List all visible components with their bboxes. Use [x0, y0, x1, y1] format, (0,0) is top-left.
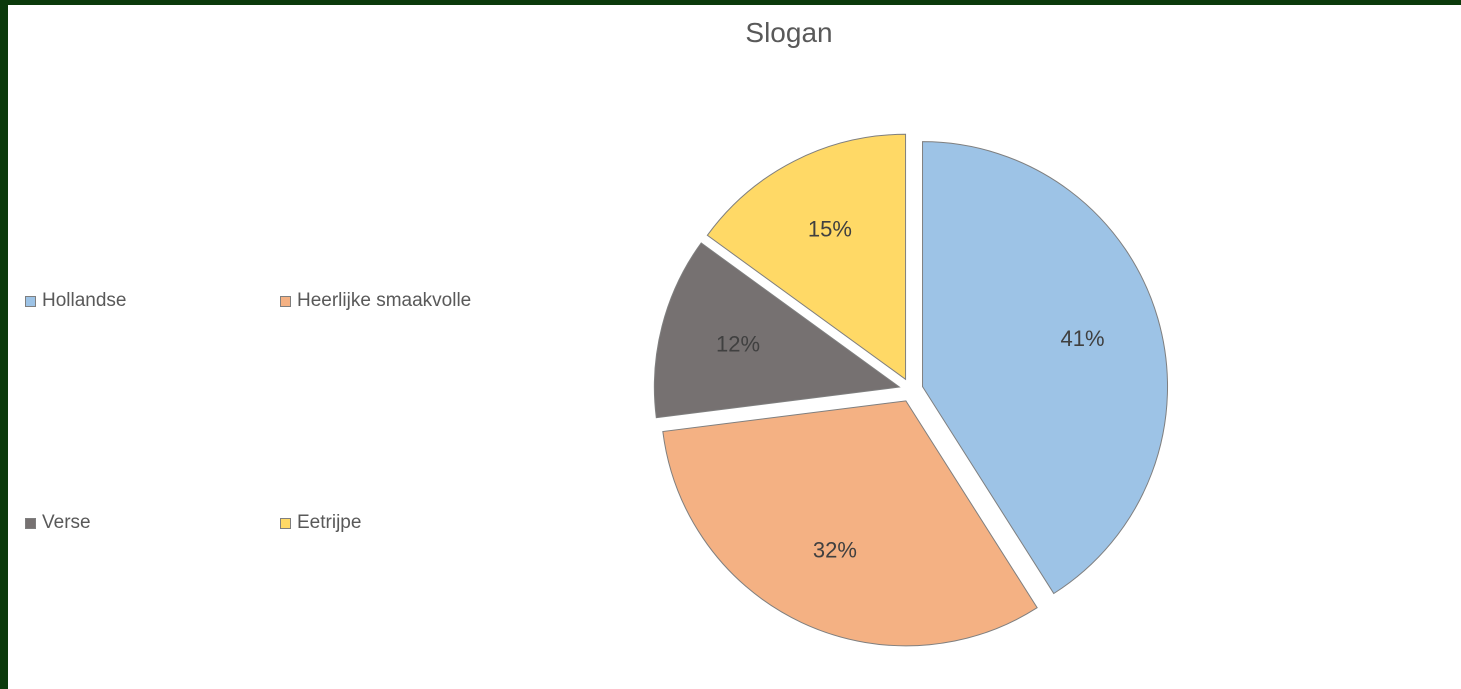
- data-label-hollandse: 41%: [1060, 326, 1104, 351]
- legend-item-hollandse: Hollandse: [25, 290, 127, 312]
- legend: Hollandse Heerlijke smaakvolle Verse Eet…: [8, 5, 568, 689]
- pie-slice-verse: [653, 242, 901, 419]
- legend-label: Heerlijke smaakvolle: [297, 290, 472, 311]
- legend-swatch: [25, 295, 36, 307]
- pie-slice-eetrijpe: [706, 133, 907, 381]
- pie-slice-heerlijke-smaakvolle: [662, 400, 1038, 647]
- legend-item-verse: Verse: [25, 512, 91, 534]
- pie-slice-hollandse: [922, 141, 1169, 595]
- data-label-verse: 12%: [716, 331, 760, 356]
- legend-label: Eetrijpe: [297, 512, 362, 533]
- legend-swatch: [280, 517, 291, 529]
- chart-area: Slogan Hollandse Heerlijke smaakvolle Ve…: [8, 5, 1461, 689]
- legend-label: Hollandse: [42, 290, 127, 311]
- pie-chart: 41% 32% 12% 15%: [653, 133, 1169, 647]
- legend-item-eetrijpe: Eetrijpe: [280, 512, 361, 534]
- legend-label: Verse: [42, 512, 91, 533]
- legend-swatch: [280, 295, 291, 307]
- legend-swatch: [25, 517, 36, 529]
- legend-item-heerlijke-smaakvolle: Heerlijke smaakvolle: [280, 290, 471, 312]
- data-label-heerlijke-smaakvolle: 32%: [813, 537, 857, 562]
- chart-title: Slogan: [745, 17, 833, 48]
- data-label-eetrijpe: 15%: [808, 217, 852, 242]
